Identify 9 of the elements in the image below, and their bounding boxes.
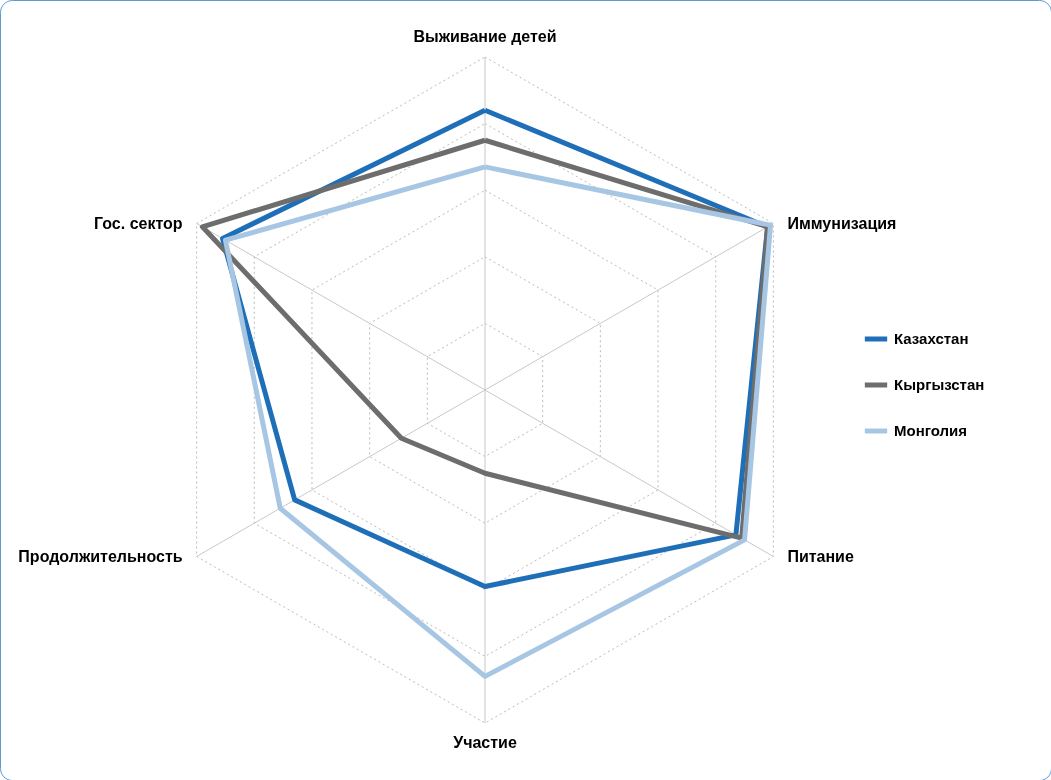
spoke-label: Питание [787,547,854,565]
spoke-label: Выживание детей [413,28,557,45]
legend-label: Кыргызстан [894,376,985,393]
legend-label: Монголия [894,422,968,439]
spoke-label: Иммунизация [787,214,897,232]
spoke-label: Участие [453,734,517,751]
spoke-label: Гос. сектор [94,214,183,232]
legend-label: Казахстан [894,330,969,347]
spoke-label: Продолжительность [18,547,183,565]
